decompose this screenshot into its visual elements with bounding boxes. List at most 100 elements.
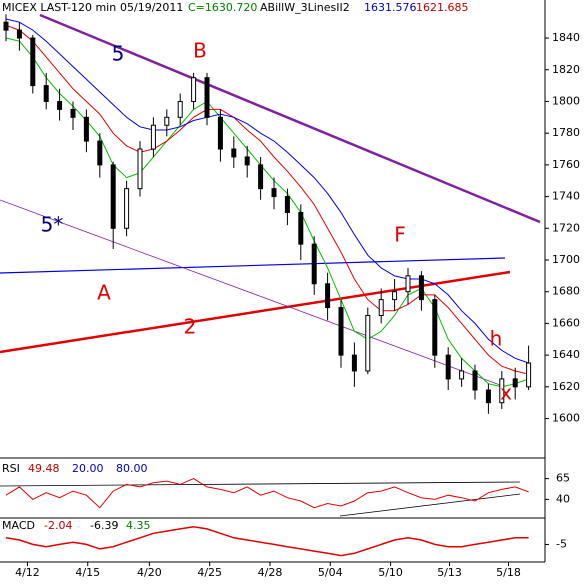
candle-body: [311, 243, 317, 285]
candle-body: [124, 188, 130, 229]
trendline: [0, 199, 501, 386]
trendline: [39, 13, 541, 224]
candle-body: [30, 37, 36, 87]
candle-body: [164, 116, 170, 126]
candle-body: [83, 116, 89, 142]
y-tick-label: 1720: [552, 221, 580, 234]
candle-body: [137, 148, 143, 190]
candle-body: [512, 378, 518, 388]
annotation: x: [500, 381, 512, 405]
macd-label: -2.04: [44, 519, 72, 532]
rsi-label: 20.00: [72, 462, 104, 475]
x-tick-label: 4/25: [197, 566, 222, 579]
x-tick-label: 5/18: [496, 566, 521, 579]
trendline: [0, 481, 521, 487]
header-text: 05/19/2011: [120, 1, 183, 14]
x-tick-label: 5/13: [437, 566, 462, 579]
candle-body: [3, 21, 9, 31]
x-tick-label: 5/10: [378, 566, 403, 579]
annotation: F: [394, 223, 406, 247]
candle-body: [231, 148, 237, 158]
rsi-label: RSI: [2, 462, 20, 475]
candle-body: [258, 164, 264, 190]
candle-body: [472, 370, 478, 391]
candle-body: [338, 307, 344, 356]
candle-body: [57, 100, 63, 110]
y-tick-label: 1620: [552, 380, 580, 393]
y-tick-label: 1800: [552, 94, 580, 107]
macd-label: MACD: [2, 519, 35, 532]
candle-body: [43, 85, 49, 102]
header-text: MICEX LAST-120 min: [2, 1, 116, 14]
moving-average: [5, 24, 529, 375]
annotation: B: [193, 39, 207, 63]
candle-body: [526, 362, 532, 388]
candle-body: [298, 211, 304, 245]
macd-line: [5, 525, 529, 557]
y-tick-label: 65: [556, 472, 570, 485]
trendline: [0, 270, 511, 354]
annotation: 2: [184, 315, 197, 339]
candle-body: [204, 77, 210, 118]
candle-body: [459, 370, 465, 380]
y-tick-label: 1740: [552, 190, 580, 203]
candle-body: [485, 389, 491, 404]
candle-body: [418, 275, 424, 301]
y-tick-label: 1760: [552, 158, 580, 171]
candle-body: [325, 283, 331, 309]
header-text: C=1630.720: [188, 1, 257, 14]
candle-body: [97, 140, 103, 166]
x-tick-label: 5/04: [318, 566, 343, 579]
annotation: 5: [112, 42, 125, 66]
x-tick-label: 4/15: [75, 566, 100, 579]
candle-body: [110, 164, 116, 229]
candle-body: [405, 275, 411, 293]
header-text: ABillW_3LinesII2: [260, 1, 350, 14]
y-tick-label: 1820: [552, 63, 580, 76]
y-tick-label: 1640: [552, 348, 580, 361]
candle-body: [150, 124, 156, 150]
candle-body: [177, 100, 183, 118]
candle-body: [217, 116, 223, 150]
candle-body: [191, 77, 197, 102]
y-tick-label: 1600: [552, 412, 580, 425]
macd-label: -6.39: [90, 519, 118, 532]
candle-body: [378, 299, 384, 316]
candle-body: [445, 354, 451, 380]
candle-body: [16, 29, 22, 39]
y-tick-label: 1780: [552, 126, 580, 139]
x-tick-label: 4/12: [15, 566, 40, 579]
moving-average: [5, 37, 529, 388]
header-text: 1631.576: [364, 1, 417, 14]
x-tick-label: 4/28: [258, 566, 283, 579]
moving-average: [5, 18, 529, 364]
x-tick-label: 4/20: [137, 566, 162, 579]
header-text: 1621.685: [416, 1, 469, 14]
candle-body: [70, 108, 76, 118]
annotation: 5*: [41, 213, 64, 237]
candle-body: [432, 299, 438, 356]
candle-body: [271, 188, 277, 198]
y-tick-label: 1700: [552, 253, 580, 266]
y-tick-label: 40: [556, 492, 570, 505]
candle-body: [499, 378, 505, 404]
plot-background: [0, 0, 545, 562]
y-tick-label: 1660: [552, 316, 580, 329]
rsi-label: 80.00: [116, 462, 148, 475]
y-tick-label: 1680: [552, 285, 580, 298]
candle-body: [392, 291, 398, 301]
y-tick-label: 1840: [552, 31, 580, 44]
rsi-label: 49.48: [28, 462, 60, 475]
trendline: [339, 493, 521, 517]
y-tick-label: -5: [556, 537, 567, 550]
annotation: h: [490, 327, 503, 351]
candle-body: [365, 314, 371, 372]
macd-label: 4.35: [126, 519, 151, 532]
candle-body: [284, 196, 290, 213]
annotation: A: [97, 281, 111, 305]
candle-body: [244, 156, 250, 166]
rsi-line: [5, 478, 529, 509]
trendline: [0, 257, 506, 274]
